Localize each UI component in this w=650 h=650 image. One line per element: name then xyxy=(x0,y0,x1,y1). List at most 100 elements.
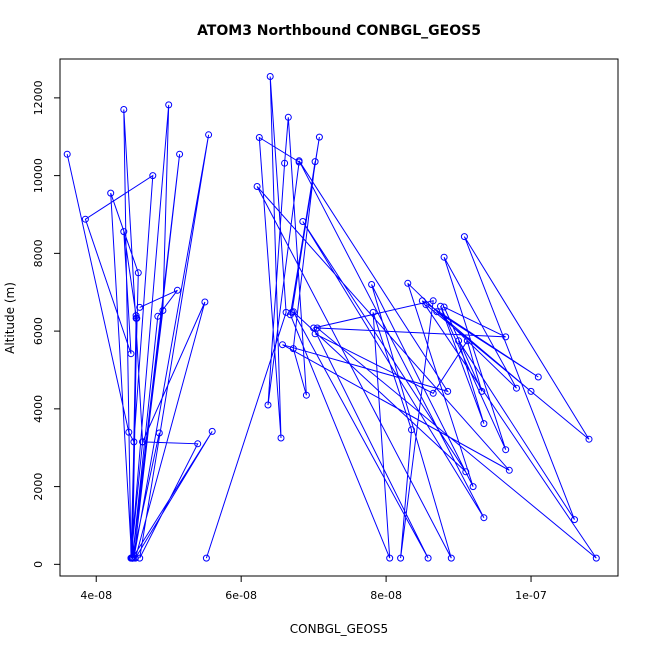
data-point xyxy=(386,554,394,562)
data-point xyxy=(125,428,133,436)
data-point xyxy=(205,131,213,139)
data-point xyxy=(302,391,310,399)
data-point xyxy=(429,389,437,397)
data-point xyxy=(534,373,542,381)
data-point xyxy=(159,307,167,314)
data-point xyxy=(527,387,535,395)
data-point xyxy=(264,401,272,409)
y-tick-label: 0 xyxy=(32,561,45,568)
data-point xyxy=(311,158,319,166)
data-point xyxy=(463,337,471,345)
data-point xyxy=(447,554,455,562)
x-axis: 4e-08 6e-08 8e-08 1e-07 xyxy=(80,575,547,602)
data-point xyxy=(136,554,144,562)
data-point xyxy=(208,427,216,435)
data-point xyxy=(315,133,323,141)
data-point xyxy=(279,341,286,349)
data-point xyxy=(480,514,488,522)
data-point xyxy=(201,298,209,306)
data-point xyxy=(107,189,115,197)
y-tick-label: 4000 xyxy=(32,395,45,423)
data-point xyxy=(369,308,377,316)
data-point xyxy=(404,279,412,287)
x-tick-label: 4e-08 xyxy=(80,589,112,602)
data-point xyxy=(255,134,263,141)
data-point xyxy=(281,159,289,167)
data-point xyxy=(444,387,452,395)
data-point xyxy=(277,434,285,442)
data-point xyxy=(462,468,470,476)
data-point xyxy=(313,324,321,332)
data-point xyxy=(289,308,297,316)
data-point xyxy=(469,483,477,491)
data-point xyxy=(502,446,510,454)
data-point xyxy=(165,101,173,109)
data-point xyxy=(299,218,307,225)
series-layer xyxy=(63,73,600,562)
data-point xyxy=(253,183,261,190)
series-line xyxy=(205,76,597,559)
data-point xyxy=(422,301,430,309)
y-tick-label: 12000 xyxy=(32,80,45,115)
x-tick-label: 8e-08 xyxy=(370,589,402,602)
data-point xyxy=(437,302,444,310)
data-point xyxy=(131,554,139,562)
data-point xyxy=(120,106,128,113)
data-point xyxy=(134,269,142,277)
data-point xyxy=(202,554,210,562)
y-tick-label: 10000 xyxy=(32,158,45,193)
data-point xyxy=(513,384,520,392)
data-point xyxy=(418,297,426,305)
data-point xyxy=(571,516,578,524)
data-point xyxy=(368,281,376,288)
data-point xyxy=(149,172,157,180)
y-axis-label: Altitude (m) xyxy=(3,282,17,354)
data-point xyxy=(127,350,135,358)
data-point xyxy=(505,466,513,474)
data-point xyxy=(154,312,162,320)
data-point xyxy=(592,554,600,562)
data-point xyxy=(194,440,202,448)
data-point xyxy=(424,554,432,562)
x-tick-label: 1e-07 xyxy=(515,589,547,602)
series-line xyxy=(66,104,213,559)
data-point xyxy=(155,429,163,437)
data-point xyxy=(173,286,181,294)
data-point xyxy=(130,438,138,446)
data-point xyxy=(440,303,448,311)
data-point xyxy=(289,345,297,353)
data-point xyxy=(397,554,405,562)
data-point xyxy=(440,253,448,261)
y-tick-label: 6000 xyxy=(32,317,45,345)
data-point xyxy=(433,308,441,316)
data-point xyxy=(120,228,128,236)
data-point xyxy=(136,303,144,311)
data-point xyxy=(81,215,89,223)
y-tick-label: 8000 xyxy=(32,239,45,267)
y-tick-label: 2000 xyxy=(32,473,45,501)
data-point xyxy=(408,426,415,434)
x-axis-label: CONBGL_GEOS5 xyxy=(290,622,388,636)
data-point xyxy=(460,233,468,241)
data-point xyxy=(284,113,292,121)
chart-title: ATOM3 Northbound CONBGL_GEOS5 xyxy=(197,23,481,39)
data-point xyxy=(139,438,147,446)
data-point xyxy=(311,330,319,338)
data-point xyxy=(295,157,303,165)
data-point xyxy=(129,554,136,562)
data-point xyxy=(132,312,140,320)
y-axis: 0 2000 4000 6000 8000 10000 12000 xyxy=(32,80,61,568)
data-point xyxy=(478,387,486,395)
data-point xyxy=(176,150,184,158)
data-point xyxy=(63,150,71,158)
x-tick-label: 6e-08 xyxy=(225,589,257,602)
data-point xyxy=(455,337,463,345)
data-point xyxy=(480,420,488,428)
data-point xyxy=(266,73,274,80)
data-point xyxy=(502,333,510,341)
data-point xyxy=(585,435,593,443)
data-point xyxy=(132,314,140,322)
data-point xyxy=(429,297,437,305)
